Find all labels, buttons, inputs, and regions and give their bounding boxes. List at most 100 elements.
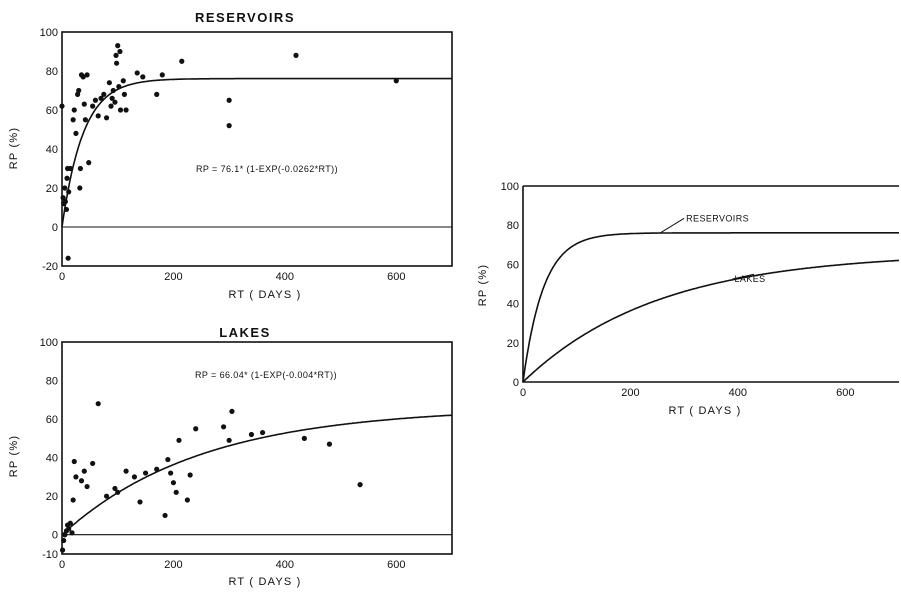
x-tick-label: 200 xyxy=(164,271,182,283)
data-point xyxy=(59,547,66,553)
reservoirs-x-axis-label: RT ( DAYS ) xyxy=(228,289,301,301)
data-point xyxy=(64,175,70,181)
lakes-y-tick-labels: -10 0 20 40 60 80 100 xyxy=(40,337,58,561)
data-point xyxy=(159,72,165,78)
reservoirs-curve xyxy=(522,232,899,383)
y-tick-label: 100 xyxy=(501,181,519,193)
data-point xyxy=(229,408,235,414)
reservoirs-series-label: RESERVOIRS xyxy=(686,213,749,223)
x-tick-label: 200 xyxy=(164,559,182,571)
data-point xyxy=(95,113,101,119)
data-point xyxy=(67,520,73,526)
data-point xyxy=(60,195,66,201)
data-point xyxy=(108,103,114,109)
comparison-y-tick-labels: 0 20 40 60 80 100 xyxy=(501,181,519,389)
data-point xyxy=(71,107,77,113)
lakes-curve xyxy=(522,259,900,383)
lakes-x-axis-label: RT ( DAYS ) xyxy=(228,576,301,588)
y-tick-label: -10 xyxy=(42,549,58,561)
y-tick-label: 0 xyxy=(52,222,58,234)
y-tick-label: 60 xyxy=(507,259,519,271)
reservoirs-title: RESERVOIRS xyxy=(195,10,295,25)
data-point xyxy=(226,437,232,443)
data-point xyxy=(170,480,177,486)
data-point xyxy=(81,101,87,107)
data-point xyxy=(59,103,65,109)
reservoirs-fit-curve xyxy=(61,77,452,228)
data-point xyxy=(77,185,83,191)
data-point xyxy=(168,470,174,476)
data-point xyxy=(393,78,399,84)
data-point xyxy=(357,482,363,488)
data-point xyxy=(176,437,182,443)
data-point xyxy=(187,472,193,478)
data-point xyxy=(95,401,101,407)
y-tick-label: 0 xyxy=(513,377,519,389)
y-tick-label: 80 xyxy=(46,66,58,78)
data-point xyxy=(70,497,76,503)
data-point xyxy=(112,99,118,105)
x-tick-label: 600 xyxy=(387,271,405,283)
data-point xyxy=(226,123,232,129)
data-point xyxy=(110,87,116,94)
lakes-data-points xyxy=(59,401,363,553)
data-point xyxy=(62,199,68,205)
data-point xyxy=(109,95,115,101)
data-point xyxy=(293,52,299,59)
data-point xyxy=(115,43,121,49)
y-tick-label: 100 xyxy=(40,337,58,349)
lakes-x-tick-labels: 0 200 400 600 xyxy=(59,559,406,571)
data-point xyxy=(69,530,75,536)
data-point xyxy=(259,429,266,436)
comparison-x-tick-labels: 0 200 400 600 xyxy=(520,387,855,399)
data-point xyxy=(63,206,70,213)
reservoirs-y-axis-label: RP (%) xyxy=(8,127,20,169)
data-point xyxy=(116,84,122,90)
data-point xyxy=(123,107,129,113)
x-tick-label: 0 xyxy=(59,559,65,571)
y-tick-label: -20 xyxy=(42,261,58,273)
data-point xyxy=(73,130,79,136)
data-point xyxy=(66,189,72,195)
data-point xyxy=(101,91,107,97)
data-point xyxy=(62,185,68,191)
data-point xyxy=(106,80,112,86)
data-point xyxy=(120,78,126,84)
y-tick-label: 40 xyxy=(46,453,58,465)
data-point xyxy=(65,255,71,261)
data-point xyxy=(90,460,96,467)
data-point xyxy=(81,468,87,474)
data-point xyxy=(117,48,123,55)
data-point xyxy=(142,470,149,476)
y-tick-label: 20 xyxy=(46,491,58,503)
data-point xyxy=(73,474,79,480)
data-point xyxy=(113,52,119,59)
y-tick-label: 20 xyxy=(507,338,519,350)
x-tick-label: 0 xyxy=(520,387,526,399)
lakes-equation: RP = 66.04* (1-EXP(-0.004*RT)) xyxy=(195,370,337,380)
data-point xyxy=(114,60,120,66)
data-point xyxy=(154,466,160,472)
data-point xyxy=(78,478,85,484)
data-point xyxy=(86,160,92,166)
data-point xyxy=(70,117,76,123)
y-tick-label: 60 xyxy=(46,414,58,426)
x-tick-label: 400 xyxy=(729,387,747,399)
y-tick-label: 60 xyxy=(46,105,58,117)
data-point xyxy=(61,537,67,544)
data-point xyxy=(326,441,333,447)
x-tick-label: 0 xyxy=(59,271,65,283)
data-point xyxy=(112,485,118,492)
data-point xyxy=(80,74,86,80)
data-point xyxy=(137,499,143,505)
reservoirs-y-tick-labels: -20 0 20 40 60 80 100 xyxy=(40,27,58,273)
data-point xyxy=(162,512,168,519)
reservoirs-x-tick-labels: 0 200 400 600 xyxy=(59,271,406,283)
y-tick-label: 40 xyxy=(507,299,519,311)
data-point xyxy=(67,165,73,172)
y-tick-label: 0 xyxy=(52,530,58,542)
comparison-y-axis-label: RP (%) xyxy=(477,264,489,306)
data-point xyxy=(193,426,199,432)
reservoirs-equation: RP = 76.1* (1-EXP(-0.0262*RT)) xyxy=(196,164,338,174)
